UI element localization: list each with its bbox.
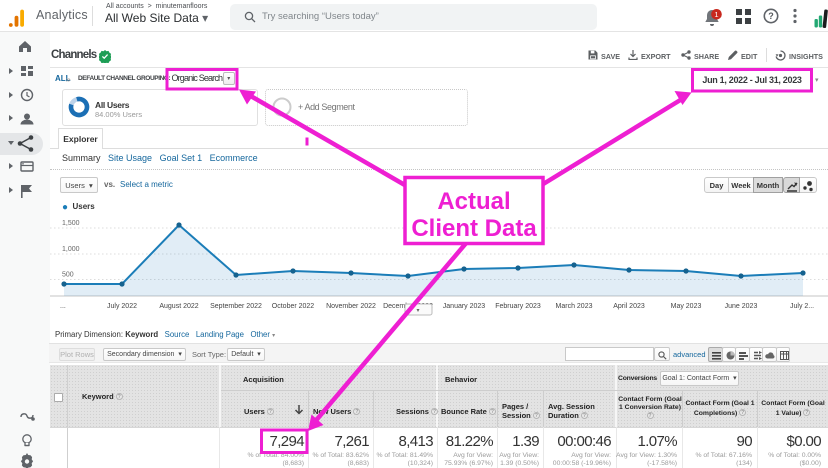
svg-text:August 2022: August 2022: [159, 303, 198, 310]
svg-text:▾: ▾: [416, 308, 419, 314]
svg-text:September 2022: September 2022: [210, 303, 262, 310]
svg-text:April 2023: April 2023: [613, 303, 645, 310]
svg-text:...: ...: [60, 303, 66, 310]
svg-text:November 2022: November 2022: [326, 303, 376, 310]
svg-text:October 2022: October 2022: [272, 303, 315, 310]
svg-text:July 2022: July 2022: [107, 303, 137, 310]
svg-text:June 2023: June 2023: [725, 303, 758, 310]
svg-text:500: 500: [62, 272, 74, 279]
svg-text:March 2023: March 2023: [556, 303, 593, 310]
svg-text:May 2023: May 2023: [671, 303, 702, 310]
svg-text:?: ?: [768, 11, 774, 21]
svg-text:February 2023: February 2023: [495, 303, 541, 310]
svg-text:Actual: Actual: [437, 188, 510, 215]
svg-text:July 2...: July 2...: [790, 303, 814, 310]
svg-text:1,500: 1,500: [62, 220, 80, 227]
svg-text:Client Data: Client Data: [411, 215, 537, 242]
svg-text:January 2023: January 2023: [443, 303, 486, 310]
svg-text:1,000: 1,000: [62, 246, 80, 253]
svg-text:1: 1: [714, 10, 718, 19]
